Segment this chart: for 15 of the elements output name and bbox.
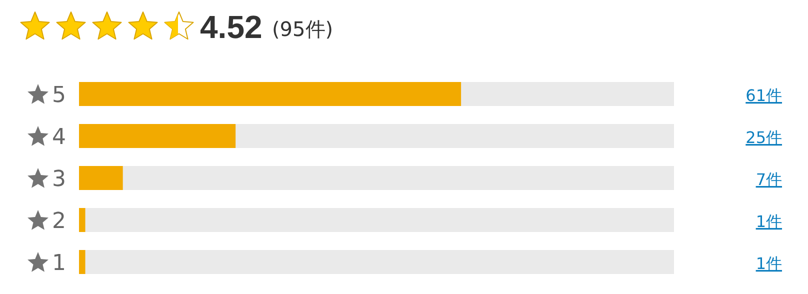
y-tick-label: 1 [52, 251, 66, 276]
bar [79, 166, 123, 190]
chart-title: 4.52 [200, 9, 262, 45]
chart-subtitle: (95件) [272, 17, 334, 41]
data-label: 7件 [756, 170, 782, 189]
y-tick-label: 5 [52, 83, 66, 108]
bar [79, 208, 86, 232]
data-label: 61件 [746, 86, 782, 105]
data-label: 25件 [746, 128, 782, 147]
y-tick-label: 4 [52, 125, 66, 150]
data-label: 1件 [756, 254, 782, 273]
y-tick-label: 2 [52, 209, 66, 234]
data-label: 1件 [756, 212, 782, 231]
bar [79, 250, 86, 274]
y-tick-label: 3 [52, 167, 66, 192]
